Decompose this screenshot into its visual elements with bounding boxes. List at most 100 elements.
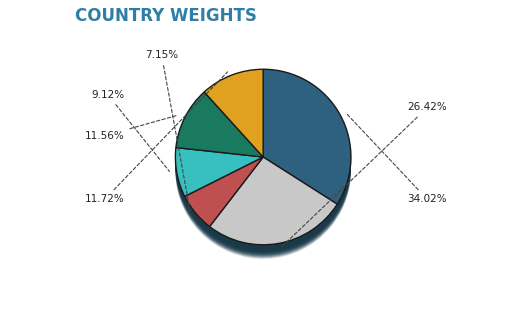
Wedge shape	[263, 69, 351, 204]
Wedge shape	[210, 157, 337, 245]
Wedge shape	[263, 76, 322, 164]
Wedge shape	[263, 94, 351, 159]
Wedge shape	[176, 81, 263, 216]
Wedge shape	[176, 77, 263, 212]
Wedge shape	[263, 160, 351, 209]
Wedge shape	[263, 103, 351, 168]
Wedge shape	[263, 81, 322, 169]
Wedge shape	[189, 158, 317, 245]
Wedge shape	[204, 69, 263, 157]
Wedge shape	[263, 170, 342, 239]
Wedge shape	[263, 83, 322, 170]
Wedge shape	[185, 157, 263, 227]
Wedge shape	[263, 104, 351, 169]
Wedge shape	[189, 165, 317, 253]
Wedge shape	[263, 160, 342, 230]
Wedge shape	[263, 159, 342, 228]
Wedge shape	[176, 79, 263, 214]
Wedge shape	[263, 151, 351, 200]
Wedge shape	[263, 158, 351, 207]
Wedge shape	[263, 80, 322, 168]
Wedge shape	[263, 153, 351, 202]
Wedge shape	[189, 163, 317, 250]
Wedge shape	[263, 150, 351, 199]
Wedge shape	[176, 84, 263, 218]
Wedge shape	[189, 162, 317, 249]
Text: 11.72%: 11.72%	[85, 72, 228, 205]
Wedge shape	[263, 149, 351, 198]
Wedge shape	[263, 163, 342, 233]
Wedge shape	[263, 101, 351, 166]
Wedge shape	[263, 78, 322, 166]
Wedge shape	[263, 102, 351, 167]
Wedge shape	[263, 70, 322, 158]
Text: 11.56%: 11.56%	[85, 115, 177, 141]
Wedge shape	[263, 159, 351, 207]
Wedge shape	[176, 73, 263, 208]
Text: 34.02%: 34.02%	[347, 114, 447, 205]
Wedge shape	[189, 163, 317, 251]
Wedge shape	[263, 77, 322, 165]
Wedge shape	[263, 162, 342, 231]
Wedge shape	[176, 82, 263, 217]
Wedge shape	[263, 161, 351, 210]
Wedge shape	[263, 158, 342, 227]
Wedge shape	[189, 166, 317, 254]
Wedge shape	[176, 75, 263, 210]
Wedge shape	[263, 84, 322, 171]
Wedge shape	[263, 73, 322, 161]
Text: 26.42%: 26.42%	[281, 102, 447, 247]
Text: 7.15%: 7.15%	[145, 50, 190, 214]
Wedge shape	[263, 93, 351, 158]
Wedge shape	[263, 171, 342, 241]
Wedge shape	[263, 80, 322, 167]
Wedge shape	[263, 99, 351, 164]
Wedge shape	[189, 167, 317, 255]
Wedge shape	[263, 168, 342, 238]
Text: COUNTRY WEIGHTS: COUNTRY WEIGHTS	[75, 7, 257, 25]
Wedge shape	[263, 93, 351, 159]
Wedge shape	[189, 160, 317, 248]
Wedge shape	[263, 71, 322, 159]
Wedge shape	[176, 80, 263, 215]
Wedge shape	[263, 155, 351, 203]
Wedge shape	[263, 101, 351, 166]
Wedge shape	[189, 161, 317, 249]
Wedge shape	[176, 72, 263, 207]
Wedge shape	[263, 157, 351, 206]
Wedge shape	[263, 100, 351, 165]
Wedge shape	[176, 70, 263, 205]
Wedge shape	[263, 170, 342, 240]
Wedge shape	[263, 97, 351, 163]
Wedge shape	[263, 151, 351, 200]
Wedge shape	[189, 159, 317, 246]
Wedge shape	[176, 92, 263, 157]
Wedge shape	[263, 169, 342, 238]
Wedge shape	[176, 148, 263, 196]
Wedge shape	[263, 164, 342, 234]
Wedge shape	[176, 76, 263, 211]
Wedge shape	[263, 156, 351, 205]
Wedge shape	[263, 155, 351, 204]
Wedge shape	[263, 166, 342, 235]
Wedge shape	[263, 162, 351, 211]
Wedge shape	[263, 72, 322, 159]
Wedge shape	[263, 82, 322, 170]
Wedge shape	[263, 165, 342, 235]
Wedge shape	[263, 166, 342, 236]
Wedge shape	[189, 169, 317, 257]
Wedge shape	[189, 166, 317, 253]
Wedge shape	[176, 74, 263, 209]
Wedge shape	[263, 79, 322, 166]
Wedge shape	[189, 170, 317, 257]
Wedge shape	[263, 96, 351, 161]
Wedge shape	[263, 76, 322, 163]
Wedge shape	[263, 106, 351, 171]
Wedge shape	[263, 97, 351, 162]
Wedge shape	[189, 164, 317, 252]
Wedge shape	[263, 148, 351, 197]
Wedge shape	[263, 74, 322, 162]
Wedge shape	[189, 159, 317, 247]
Wedge shape	[176, 72, 263, 207]
Wedge shape	[263, 75, 322, 163]
